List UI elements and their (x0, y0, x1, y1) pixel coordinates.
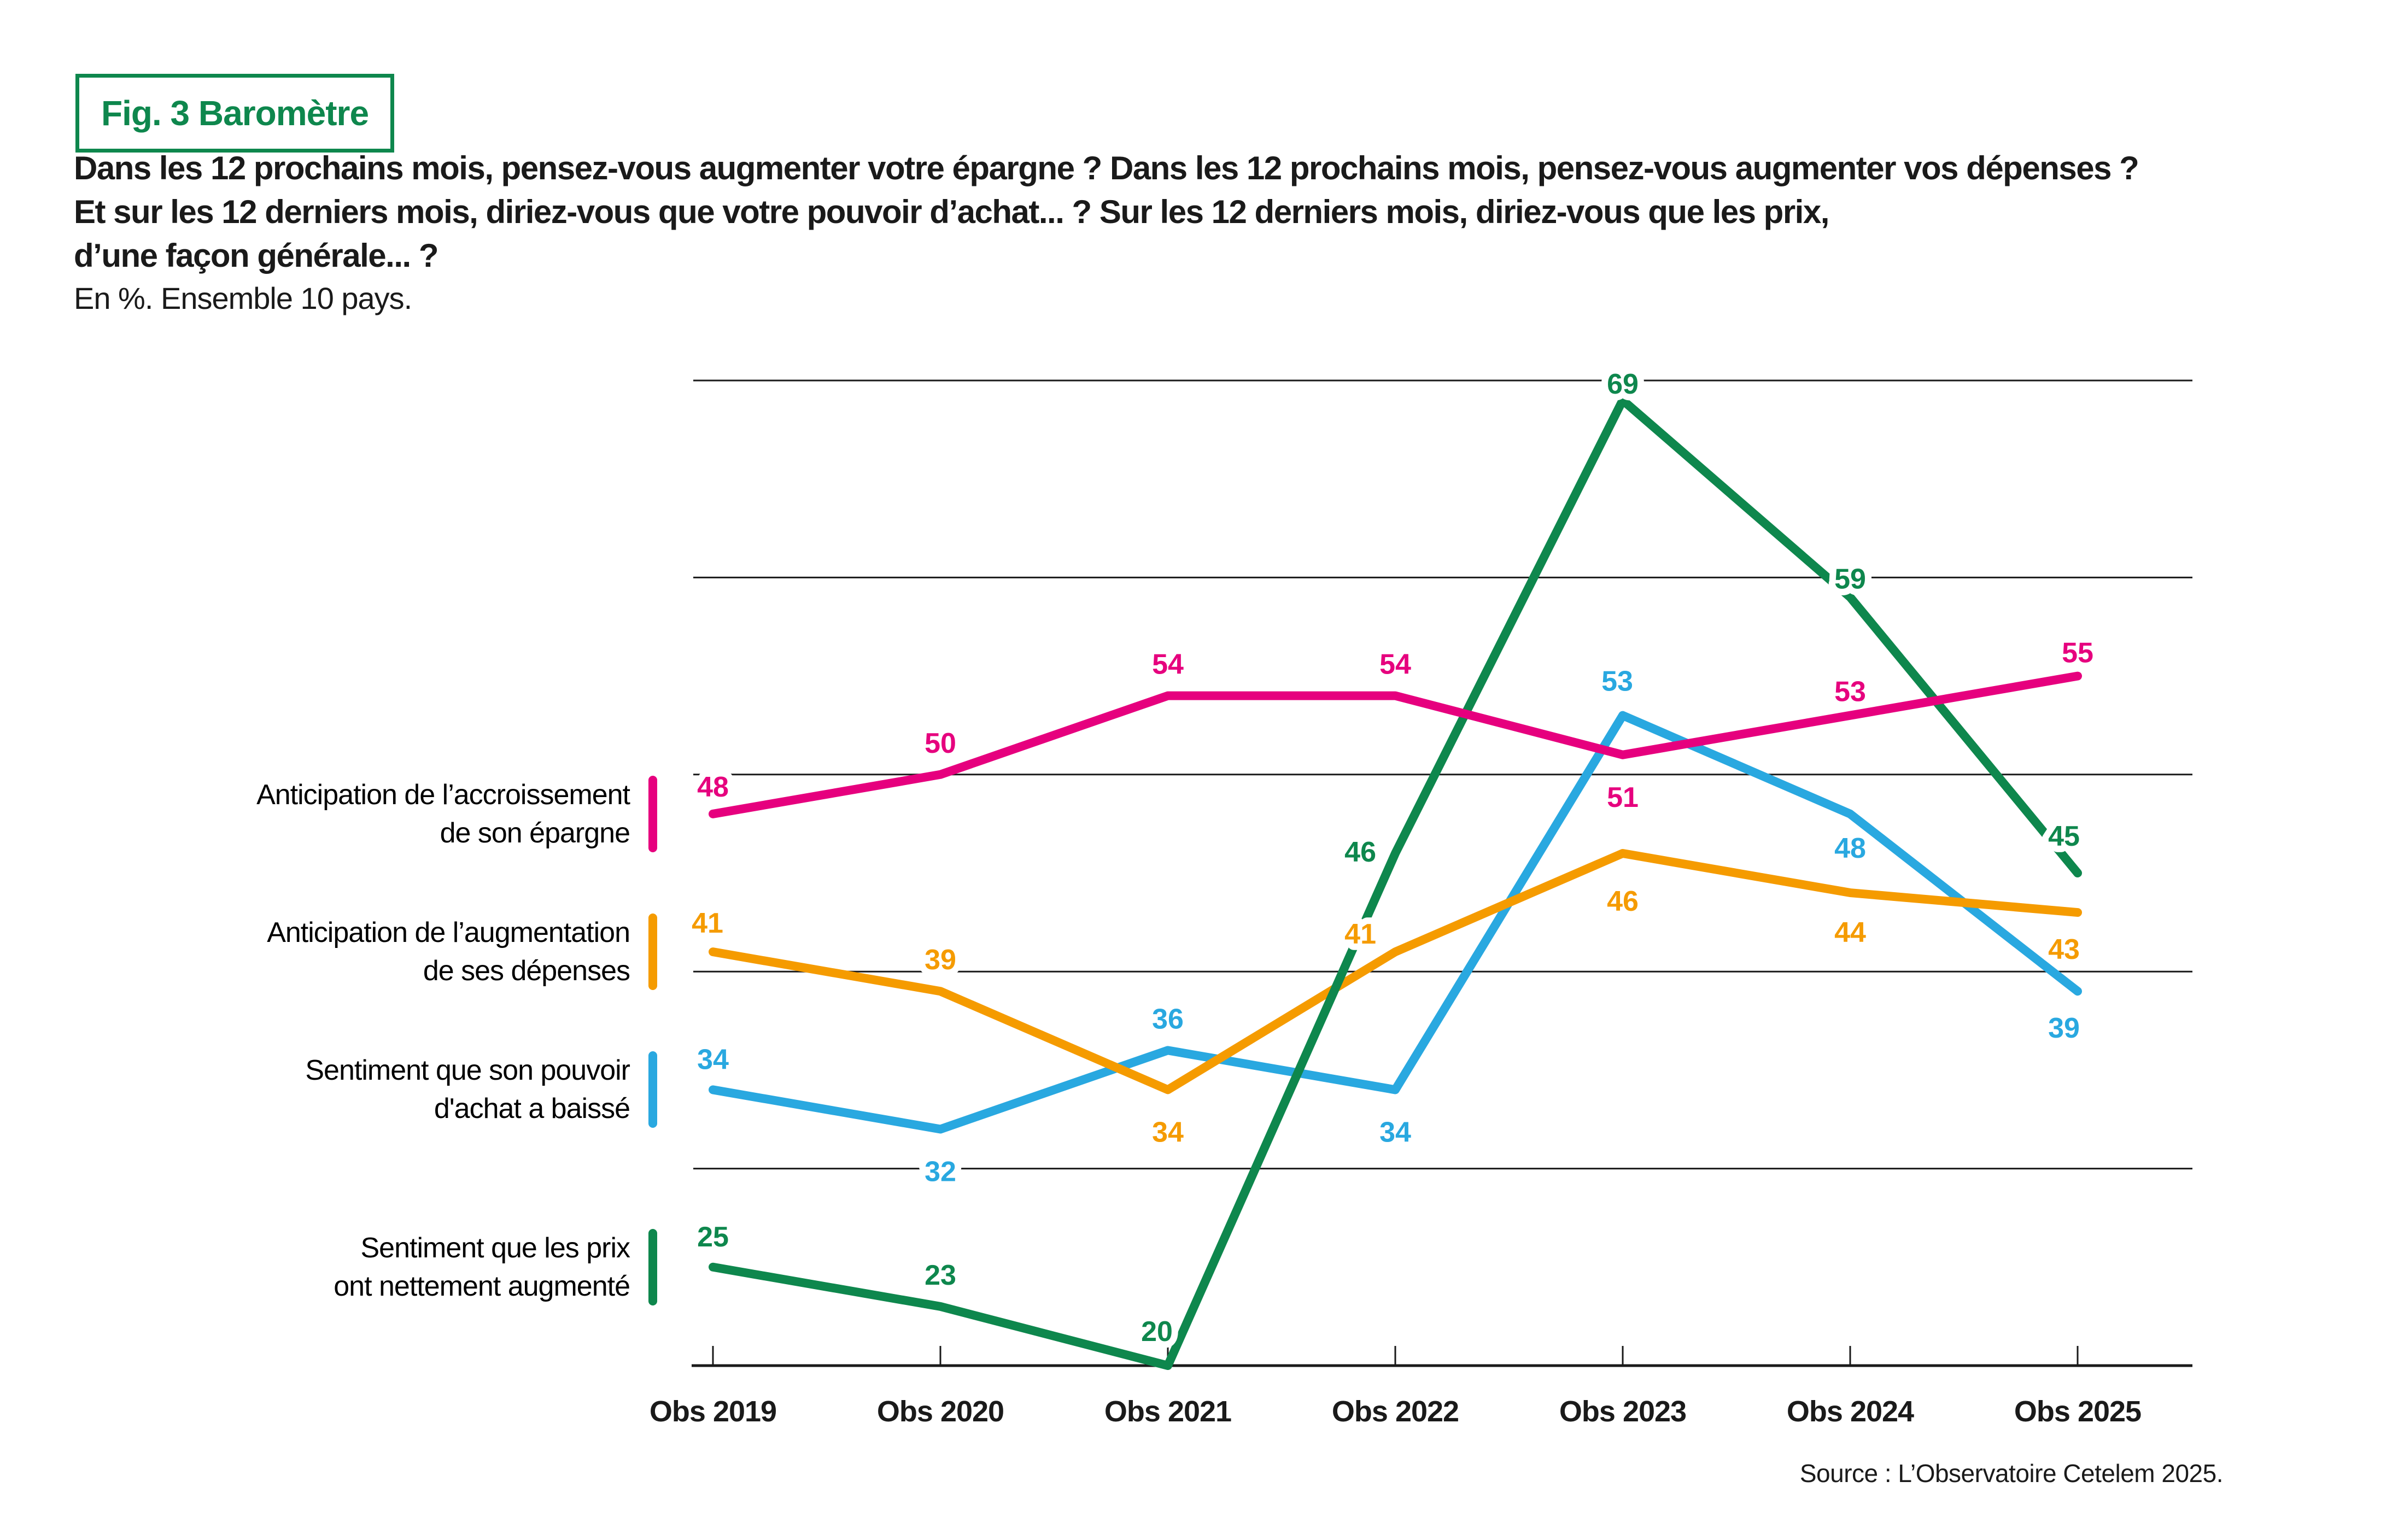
value-label: 51 (1607, 782, 1639, 813)
legend-color-bar (648, 775, 657, 852)
value-label: 43 (2048, 934, 2080, 965)
x-axis-label: Obs 2020 (877, 1395, 1004, 1428)
legend-color-bar (648, 1228, 657, 1305)
value-label: 34 (1379, 1116, 1411, 1148)
value-label: 54 (1152, 649, 1184, 681)
value-label: 34 (1152, 1116, 1184, 1148)
value-label: 55 (2062, 637, 2093, 669)
series-line-1 (709, 848, 2082, 1094)
legend-color-bar (648, 914, 657, 991)
value-label: 20 (1141, 1316, 1173, 1348)
series-line-3 (709, 396, 2082, 1370)
value-label: 48 (1834, 833, 1866, 864)
value-label: 41 (1344, 918, 1376, 950)
value-label: 44 (1834, 917, 1866, 948)
x-axis-label: Obs 2025 (2014, 1395, 2141, 1428)
value-label: 41 (692, 907, 723, 939)
source-text: Source : L’Observatoire Cetelem 2025. (1799, 1459, 2224, 1488)
legend-label: Sentiment que les prix ont nettement augm… (334, 1232, 630, 1302)
value-label: 39 (2048, 1012, 2080, 1044)
value-label: 46 (1607, 886, 1639, 917)
legend-item-2: Sentiment que son pouvoir d'achat a baiss… (138, 1050, 630, 1129)
legend-item-3: Sentiment que les prix ont nettement augm… (138, 1228, 630, 1307)
value-label: 36 (1152, 1003, 1184, 1035)
legend-item-1: Anticipation de l’augmentation de ses dép… (138, 912, 630, 991)
series-line-0 (709, 671, 2082, 818)
x-axis-label: Obs 2021 (1104, 1395, 1231, 1428)
value-label: 53 (1834, 676, 1866, 708)
value-label: 39 (925, 944, 956, 976)
x-axis-label: Obs 2024 (1787, 1395, 1914, 1428)
value-label: 69 (1607, 368, 1639, 400)
legend-item-0: Anticipation de l’accroissement de son ép… (138, 775, 630, 853)
value-label: 53 (1601, 666, 1633, 698)
value-label: 48 (697, 771, 729, 803)
legend-label: Anticipation de l’accroissement de son ép… (256, 778, 630, 849)
x-axis-label: Obs 2019 (650, 1395, 776, 1428)
value-label: 46 (1344, 836, 1376, 868)
legend-label: Anticipation de l’augmentation de ses dép… (267, 917, 630, 987)
question-line-2: Et sur les 12 derniers mois, diriez-vous… (74, 194, 1829, 230)
value-label: 45 (2048, 821, 2080, 852)
value-label: 54 (1379, 649, 1411, 681)
value-label: 59 (1834, 563, 1866, 595)
question-line-1: Dans les 12 prochains mois, pensez-vous … (74, 150, 2139, 186)
x-axis-label: Obs 2022 (1332, 1395, 1459, 1428)
question-title: Dans les 12 prochains mois, pensez-vous … (74, 147, 2139, 278)
series-line-2 (709, 711, 2082, 1134)
figure-tag-label: Fig. 3 Baromètre (101, 93, 369, 133)
figure-tag-box: Fig. 3 Baromètre (75, 74, 395, 153)
legend-label: Sentiment que son pouvoir d'achat a baiss… (305, 1055, 630, 1125)
value-label: 34 (697, 1044, 729, 1075)
question-line-3: d’une façon générale... ? (74, 237, 438, 274)
value-label: 23 (925, 1260, 956, 1291)
value-label: 50 (925, 728, 956, 759)
legend-color-bar (648, 1051, 657, 1128)
value-label: 32 (925, 1156, 956, 1188)
subtitle: En %. Ensemble 10 pays. (74, 281, 412, 315)
x-axis-label: Obs 2023 (1559, 1395, 1686, 1428)
value-label: 25 (697, 1221, 729, 1253)
